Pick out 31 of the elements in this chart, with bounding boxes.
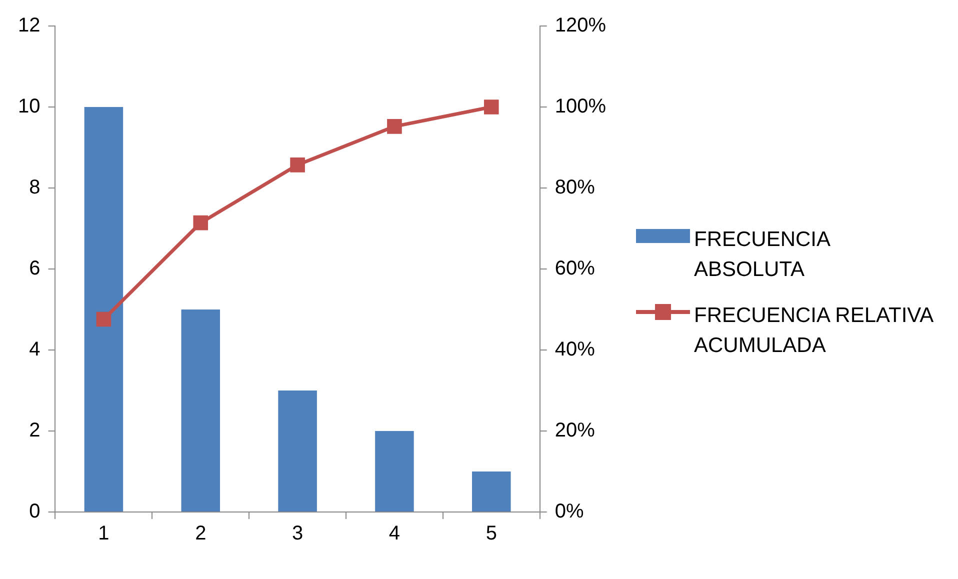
y2-tick-label: 80% — [554, 176, 596, 199]
y2-tick-label: 0% — [554, 500, 584, 523]
x-tick-label: 1 — [98, 522, 110, 545]
y-tick-label: 8 — [29, 176, 40, 199]
bar — [278, 390, 317, 512]
y2-tick-label: 20% — [554, 420, 596, 442]
x-tick-label: 4 — [388, 522, 400, 545]
legend-label: FRECUENCIA RELATIVA ACUMULADA — [694, 303, 934, 359]
point — [290, 158, 305, 172]
y-tick-label: 6 — [29, 258, 40, 280]
x-tick-label: 5 — [486, 522, 497, 545]
bar — [472, 472, 511, 512]
point — [484, 100, 499, 114]
y-tick-label: 0 — [29, 500, 40, 523]
x-tick-label: 3 — [292, 522, 304, 545]
y-tick-label: 10 — [18, 96, 40, 118]
legend-label: FRECUENCIA ABSOLUTA — [694, 227, 831, 283]
bar — [375, 431, 414, 512]
point — [193, 215, 208, 230]
point — [96, 312, 112, 327]
y2-tick-label: 120% — [554, 14, 606, 37]
y-tick-label: 4 — [29, 338, 40, 361]
bar — [181, 310, 220, 512]
y-tick-label: 12 — [18, 14, 40, 37]
y-tick-label: 2 — [29, 420, 40, 442]
y2-tick-label: 40% — [554, 338, 596, 361]
y2-tick-label: 100% — [554, 96, 606, 118]
point — [387, 119, 402, 134]
y2-tick-label: 60% — [554, 258, 596, 280]
bar — [84, 107, 124, 512]
x-tick-label: 2 — [195, 522, 206, 545]
